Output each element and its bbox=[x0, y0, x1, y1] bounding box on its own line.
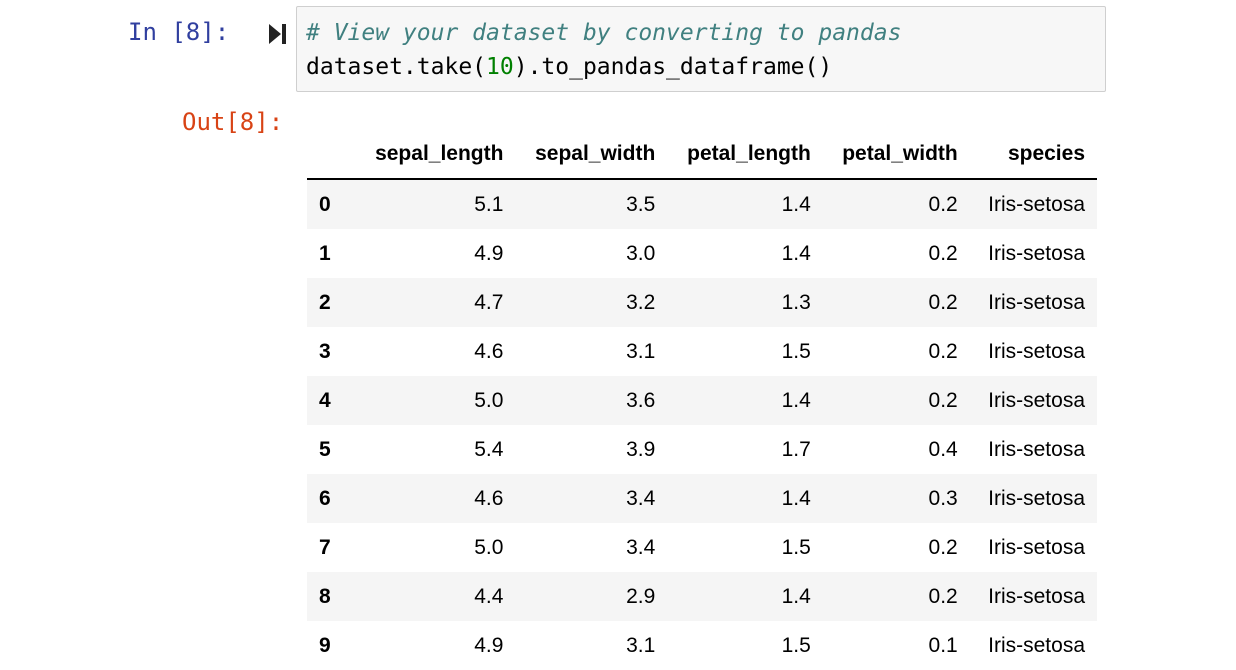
code-call-start: dataset.take( bbox=[306, 54, 487, 80]
table-cell: 0.2 bbox=[928, 241, 958, 265]
step-run-icon[interactable] bbox=[268, 23, 288, 45]
table-row: 0 5.1 3.5 1.4 0.2 Iris-setosa bbox=[307, 179, 1097, 229]
header-row: sepal_length sepal_width petal_length pe… bbox=[307, 130, 1097, 180]
column-header: species bbox=[969, 130, 1097, 180]
table-row: 7 5.0 3.4 1.5 0.2 Iris-setosa bbox=[307, 523, 1097, 572]
table-cell: Iris-setosa bbox=[988, 486, 1085, 510]
row-index: 4 bbox=[319, 388, 331, 412]
row-index: 2 bbox=[319, 290, 331, 314]
code-call-end: ).to_pandas_dataframe() bbox=[513, 54, 833, 80]
table-cell: Iris-setosa bbox=[988, 241, 1085, 265]
table-cell: 5.0 bbox=[474, 535, 504, 559]
table-cell: Iris-setosa bbox=[988, 633, 1085, 657]
table-cell: 0.2 bbox=[928, 290, 958, 314]
table-cell: 4.6 bbox=[474, 486, 504, 510]
column-header: petal_length bbox=[667, 130, 823, 180]
table-cell: 3.2 bbox=[626, 290, 656, 314]
table-cell: 1.4 bbox=[781, 486, 811, 510]
table-cell: 4.9 bbox=[474, 633, 504, 657]
table-cell: Iris-setosa bbox=[988, 535, 1085, 559]
table-row: 4 5.0 3.6 1.4 0.2 Iris-setosa bbox=[307, 376, 1097, 425]
table-cell: 3.4 bbox=[626, 535, 656, 559]
table-cell: Iris-setosa bbox=[988, 290, 1085, 314]
table-cell: 1.7 bbox=[781, 437, 811, 461]
table-row: 6 4.6 3.4 1.4 0.3 Iris-setosa bbox=[307, 474, 1097, 523]
table-cell: 0.2 bbox=[928, 584, 958, 608]
code-line-statement: dataset.take(10).to_pandas_dataframe() bbox=[306, 54, 832, 80]
table-cell: 4.6 bbox=[474, 339, 504, 363]
dataframe-table: sepal_length sepal_width petal_length pe… bbox=[307, 130, 1097, 670]
table-row: 1 4.9 3.0 1.4 0.2 Iris-setosa bbox=[307, 229, 1097, 278]
row-index: 8 bbox=[319, 584, 331, 608]
table-cell: 1.5 bbox=[781, 535, 811, 559]
index-header bbox=[307, 130, 355, 180]
row-index: 5 bbox=[319, 437, 331, 461]
code-number-literal: 10 bbox=[486, 54, 514, 80]
table-cell: 1.5 bbox=[781, 339, 811, 363]
table-cell: 0.3 bbox=[928, 486, 958, 510]
row-index: 9 bbox=[319, 633, 331, 657]
row-index: 1 bbox=[319, 241, 331, 265]
column-header: sepal_width bbox=[515, 130, 668, 180]
code-input-area[interactable]: # View your dataset by converting to pan… bbox=[296, 6, 1106, 92]
table-cell: 1.3 bbox=[781, 290, 811, 314]
row-index: 3 bbox=[319, 339, 331, 363]
table-cell: Iris-setosa bbox=[988, 192, 1085, 216]
table-cell: 0.2 bbox=[928, 339, 958, 363]
table-cell: 3.6 bbox=[626, 388, 656, 412]
table-cell: 5.0 bbox=[474, 388, 504, 412]
table-cell: Iris-setosa bbox=[988, 339, 1085, 363]
input-prompt: In [8]: bbox=[128, 18, 230, 46]
column-header: petal_width bbox=[822, 130, 970, 180]
code-line-comment: # View your dataset by converting to pan… bbox=[306, 20, 901, 46]
table-cell: 0.2 bbox=[928, 535, 958, 559]
table-cell: 4.4 bbox=[474, 584, 504, 608]
table-cell: 1.4 bbox=[781, 192, 811, 216]
table-cell: 4.9 bbox=[474, 241, 504, 265]
table-cell: 0.4 bbox=[928, 437, 958, 461]
output-prompt: Out[8]: bbox=[182, 108, 284, 136]
row-index: 7 bbox=[319, 535, 331, 559]
table-cell: 1.4 bbox=[781, 584, 811, 608]
table-cell: 5.4 bbox=[474, 437, 504, 461]
table-cell: 1.4 bbox=[781, 388, 811, 412]
table-row: 2 4.7 3.2 1.3 0.2 Iris-setosa bbox=[307, 278, 1097, 327]
row-index: 6 bbox=[319, 486, 331, 510]
table-cell: 2.9 bbox=[626, 584, 656, 608]
table-cell: 3.9 bbox=[626, 437, 656, 461]
table-cell: 5.1 bbox=[474, 192, 504, 216]
table-row: 3 4.6 3.1 1.5 0.2 Iris-setosa bbox=[307, 327, 1097, 376]
table-cell: 3.4 bbox=[626, 486, 656, 510]
table-cell: 3.0 bbox=[626, 241, 656, 265]
table-cell: 0.2 bbox=[928, 192, 958, 216]
table-row: 9 4.9 3.1 1.5 0.1 Iris-setosa bbox=[307, 621, 1097, 670]
table-cell: 3.1 bbox=[626, 633, 656, 657]
table-cell: 1.5 bbox=[781, 633, 811, 657]
table-cell: 1.4 bbox=[781, 241, 811, 265]
table-row: 8 4.4 2.9 1.4 0.2 Iris-setosa bbox=[307, 572, 1097, 621]
table-cell: Iris-setosa bbox=[988, 388, 1085, 412]
column-header: sepal_length bbox=[355, 130, 516, 180]
table-row: 5 5.4 3.9 1.7 0.4 Iris-setosa bbox=[307, 425, 1097, 474]
table-cell: Iris-setosa bbox=[988, 584, 1085, 608]
table-cell: 0.2 bbox=[928, 388, 958, 412]
table-cell: 3.5 bbox=[626, 192, 656, 216]
table-cell: 4.7 bbox=[474, 290, 504, 314]
code-comment: # View your dataset by converting to pan… bbox=[306, 20, 902, 46]
table-cell: Iris-setosa bbox=[988, 437, 1085, 461]
row-index: 0 bbox=[319, 192, 331, 216]
table-cell: 3.1 bbox=[626, 339, 656, 363]
table-cell: 0.1 bbox=[928, 633, 958, 657]
